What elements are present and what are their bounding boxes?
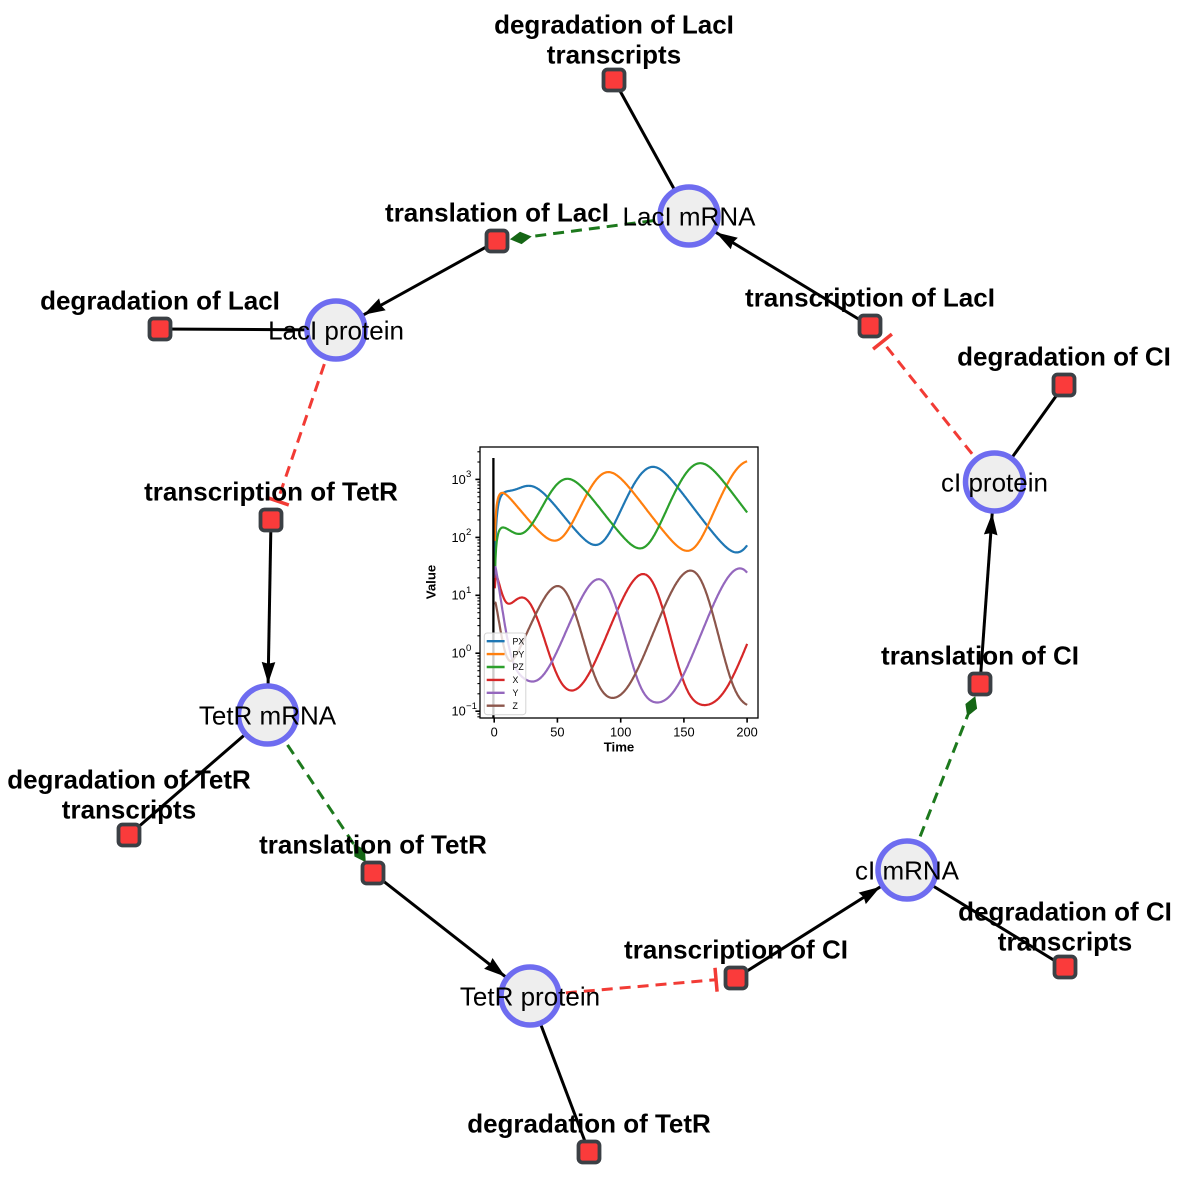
svg-text:50: 50 — [550, 725, 564, 740]
svg-text:10: 10 — [451, 646, 465, 661]
svg-text:transcription of TetR: transcription of TetR — [144, 477, 398, 507]
svg-text:10: 10 — [451, 530, 465, 545]
svg-text:PZ: PZ — [513, 662, 525, 672]
svg-text:degradation of CI: degradation of CI — [958, 897, 1172, 927]
svg-text:200: 200 — [736, 725, 757, 740]
svg-text:0: 0 — [466, 643, 471, 654]
svg-text:cI mRNA: cI mRNA — [855, 856, 960, 886]
svg-text:LacI mRNA: LacI mRNA — [623, 202, 757, 232]
svg-text:3: 3 — [466, 469, 471, 480]
svg-text:Time: Time — [604, 740, 635, 755]
svg-text:Value: Value — [424, 565, 439, 599]
svg-text:transcripts: transcripts — [998, 927, 1132, 957]
svg-text:degradation of TetR: degradation of TetR — [7, 765, 251, 795]
svg-text:Z: Z — [513, 701, 519, 711]
svg-text:PY: PY — [513, 649, 525, 659]
svg-text:150: 150 — [673, 725, 694, 740]
svg-text:translation of CI: translation of CI — [881, 641, 1079, 671]
svg-text:Y: Y — [513, 688, 519, 698]
svg-text:TetR mRNA: TetR mRNA — [199, 701, 337, 731]
svg-text:translation of LacI: translation of LacI — [385, 198, 609, 228]
svg-text:1: 1 — [466, 585, 471, 596]
svg-text:degradation of CI: degradation of CI — [957, 342, 1171, 372]
svg-text:X: X — [513, 675, 519, 685]
svg-text:transcription of LacI: transcription of LacI — [745, 283, 995, 313]
svg-text:0: 0 — [491, 725, 498, 740]
svg-text:transcription of CI: transcription of CI — [624, 935, 848, 965]
svg-text:LacI protein: LacI protein — [268, 316, 404, 346]
svg-text:10: 10 — [451, 588, 465, 603]
svg-text:2: 2 — [466, 527, 471, 538]
svg-text:transcripts: transcripts — [62, 795, 196, 825]
svg-text:−1: −1 — [466, 701, 477, 712]
svg-text:cI protein: cI protein — [941, 468, 1048, 498]
svg-text:transcripts: transcripts — [547, 40, 681, 70]
svg-text:degradation of TetR: degradation of TetR — [467, 1109, 711, 1139]
svg-text:degradation of LacI: degradation of LacI — [494, 10, 734, 40]
svg-text:TetR protein: TetR protein — [460, 982, 600, 1012]
svg-text:100: 100 — [610, 725, 631, 740]
svg-text:degradation of LacI: degradation of LacI — [40, 286, 280, 316]
svg-text:translation of TetR: translation of TetR — [259, 830, 487, 860]
svg-text:PX: PX — [513, 636, 525, 646]
svg-text:10: 10 — [451, 472, 465, 487]
svg-text:10: 10 — [451, 704, 465, 719]
